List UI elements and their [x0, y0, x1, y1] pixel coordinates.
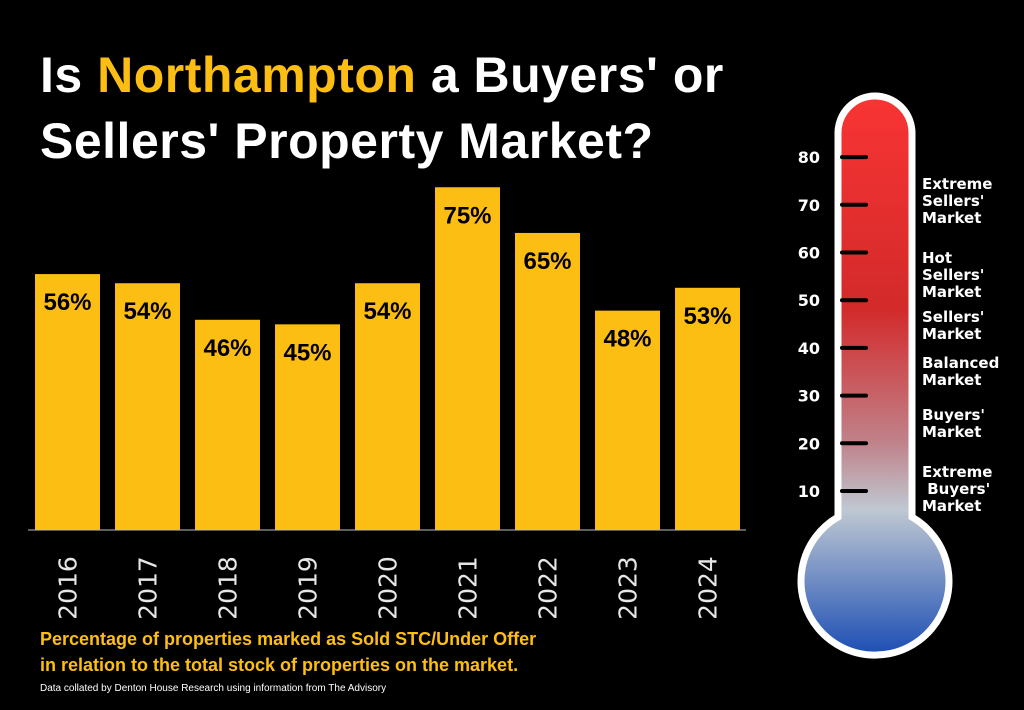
thermometer-tick-label: 80 — [798, 148, 820, 167]
x-tick-label: 2016 — [54, 556, 83, 620]
x-tick-label: 2023 — [614, 556, 643, 620]
thermometer-tick-label: 20 — [798, 434, 820, 453]
caption-line2: in relation to the total stock of proper… — [40, 655, 519, 675]
zone-label-line: Buyers' — [922, 480, 991, 498]
zone-label: Extreme Buyers' Market — [922, 464, 992, 515]
zone-label-line: Market — [922, 283, 982, 301]
caption-line1: Percentage of properties marked as Sold … — [40, 629, 537, 649]
zone-label-line: Extreme — [922, 175, 993, 193]
zone-label: Sellers' Market — [922, 309, 984, 343]
data-label: 56% — [43, 289, 91, 316]
bar-2022 — [515, 232, 580, 530]
zone-label-line: Hot — [922, 249, 953, 267]
data-label: 53% — [683, 303, 731, 330]
thermometer-tick-label: 30 — [798, 387, 820, 406]
bar-2021 — [435, 187, 500, 530]
zone-label-line: Sellers' — [922, 266, 985, 284]
data-label: 65% — [523, 248, 571, 275]
zone-label-line: Market — [922, 423, 982, 441]
x-tick-label: 2021 — [454, 556, 483, 620]
title-text: a Buyers' or — [416, 47, 724, 103]
zone-label-line: Market — [922, 325, 982, 343]
zone-label-line: Sellers' — [922, 192, 985, 210]
title-highlight: Northampton — [97, 47, 417, 103]
bar-2017 — [115, 283, 180, 530]
bar-2016 — [35, 274, 100, 530]
bar-2018 — [195, 319, 260, 530]
x-tick-label: 2017 — [134, 556, 163, 620]
x-tick-label: 2022 — [534, 556, 563, 620]
zone-label-line: Balanced — [922, 354, 1000, 372]
thermometer-tick-label: 10 — [798, 482, 820, 501]
page-title: Is Northampton a Buyers' or Sellers' Pro… — [40, 42, 724, 174]
x-tick-label: 2018 — [214, 556, 243, 620]
zone-label-line: Market — [922, 209, 982, 227]
zone-label-line: Sellers' — [922, 308, 985, 326]
source-note: Data collated by Denton House Research u… — [40, 683, 387, 694]
chart-caption: Percentage of properties marked as Sold … — [40, 626, 536, 678]
thermometer-tick-label: 60 — [798, 244, 820, 263]
zone-label-line: Buyers' — [922, 406, 985, 424]
data-label: 54% — [123, 298, 171, 325]
data-label: 45% — [283, 339, 331, 366]
zone-label: Extreme Sellers' Market — [922, 176, 992, 227]
zone-label-line: Market — [922, 371, 982, 389]
thermometer-body — [797, 92, 953, 659]
title-line2: Sellers' Property Market? — [40, 113, 654, 169]
thermometer-tick-label: 40 — [798, 339, 820, 358]
title-text: Is — [40, 47, 98, 103]
x-tick-label: 2020 — [374, 556, 403, 620]
zone-label-line: Extreme — [922, 463, 993, 481]
zone-label-line: Market — [922, 497, 982, 515]
data-label: 46% — [203, 335, 251, 362]
bar-2020 — [355, 283, 420, 530]
thermometer-tick-label: 50 — [798, 291, 820, 310]
data-label: 54% — [363, 298, 411, 325]
x-tick-label: 2019 — [294, 556, 323, 620]
data-label: 75% — [443, 202, 491, 229]
bar-2019 — [275, 324, 340, 530]
thermometer: 80 70 60 50 40 30 20 10 — [797, 92, 953, 659]
thermometer-tick-label: 70 — [798, 196, 820, 215]
data-label: 48% — [603, 326, 651, 353]
zone-label: Buyers' Market — [922, 407, 985, 441]
bar-2024 — [675, 287, 740, 530]
zone-label: Hot Sellers' Market — [922, 250, 984, 301]
zone-label: Balanced Market — [922, 355, 999, 389]
bar-2023 — [595, 310, 660, 530]
x-tick-label: 2024 — [694, 556, 723, 620]
